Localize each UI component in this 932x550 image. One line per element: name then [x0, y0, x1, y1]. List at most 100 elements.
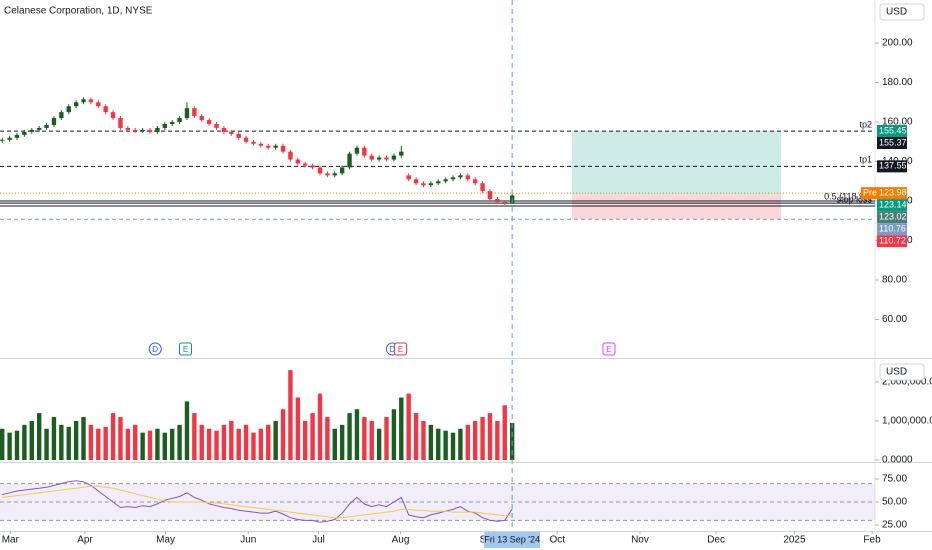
stop-zone — [572, 194, 782, 220]
candle-body — [22, 131, 27, 135]
candle-body — [73, 102, 79, 107]
volume-bar — [140, 432, 145, 460]
volume-bar — [7, 432, 12, 460]
candle-body — [436, 181, 441, 184]
candle-body — [206, 120, 212, 125]
candle-body — [7, 137, 12, 140]
candle-body — [317, 167, 323, 174]
currency-button[interactable] — [879, 3, 925, 21]
volume-bar — [443, 430, 448, 460]
candle-body — [376, 157, 382, 160]
candle-body — [280, 145, 286, 152]
candle-body — [184, 108, 190, 119]
volume-bar — [243, 424, 249, 460]
volume-bar — [280, 409, 286, 460]
currency-button[interactable] — [879, 363, 925, 381]
candle-body — [369, 155, 374, 160]
event-marker — [178, 342, 192, 356]
volume-bar — [450, 432, 456, 460]
volume-bar — [288, 370, 293, 460]
candle-body — [480, 183, 485, 192]
volume-bar — [480, 417, 485, 460]
currency-label[interactable]: USD — [886, 7, 907, 18]
candle-body — [266, 145, 271, 148]
candle-body — [472, 179, 478, 184]
volume-bar — [332, 428, 337, 460]
x-tick-label: Jun — [240, 535, 256, 546]
volume-bar — [206, 428, 212, 460]
volume-bar — [303, 420, 308, 460]
candle-body — [391, 155, 397, 160]
candle-body — [399, 151, 404, 156]
candle-body — [243, 137, 249, 142]
candle-body — [66, 106, 71, 113]
y-tick-label: 75.00 — [882, 474, 907, 485]
candle-body — [103, 106, 108, 113]
event-label: D — [390, 345, 396, 354]
candle-body — [332, 173, 337, 176]
candle-body — [413, 179, 419, 184]
volume-bar — [118, 417, 123, 460]
candle-body — [96, 102, 101, 107]
target-zone — [572, 131, 782, 195]
price-tag-label: 137.55 — [879, 161, 907, 171]
candle-body — [465, 175, 470, 180]
event-marker — [148, 342, 162, 356]
candle-body — [428, 183, 434, 186]
candle-body — [495, 199, 500, 203]
volume-bar — [273, 420, 278, 460]
volume-bar — [177, 424, 182, 460]
price-tag — [877, 187, 907, 200]
volume-bar — [96, 428, 101, 460]
candle-body — [29, 129, 34, 132]
y-tick-label: 25.00 — [882, 520, 907, 531]
event-label: E — [398, 345, 403, 354]
candle-body — [133, 129, 138, 131]
volume-bar — [81, 417, 86, 460]
event-marker — [394, 342, 408, 356]
volume-bar — [51, 417, 57, 460]
candle-body — [450, 177, 456, 180]
volume-bar — [133, 424, 138, 460]
candle-body — [384, 157, 389, 160]
volume-bar — [266, 424, 271, 460]
candle-body — [110, 112, 116, 119]
volume-bar — [192, 413, 197, 460]
currency-label[interactable]: USD — [886, 367, 907, 378]
price-tag-label: 123.14 — [879, 200, 907, 210]
price-tag-label: 155.37 — [879, 137, 907, 147]
candle-body — [251, 141, 256, 144]
price-tag — [877, 223, 907, 236]
rsi-line — [2, 480, 513, 523]
volume-bar — [29, 420, 34, 460]
volume-bar — [36, 413, 42, 460]
volume-bar — [125, 428, 131, 460]
volume-bar — [339, 424, 345, 460]
volume-bar — [362, 417, 367, 460]
volume-bar — [251, 432, 256, 460]
volume-bar — [199, 424, 204, 460]
volume-bar — [465, 424, 470, 460]
y-tick-label: 2,000,000.00 — [882, 377, 932, 388]
candle-body — [339, 167, 345, 174]
volume-bar — [325, 417, 330, 460]
volume-bar — [236, 428, 241, 460]
price-tag-prefix — [861, 187, 878, 200]
price-tag-label: 123.98 — [879, 188, 907, 198]
volume-bar — [221, 424, 227, 460]
candle-body — [258, 143, 264, 146]
candle-body — [0, 139, 5, 141]
price-tag — [877, 137, 907, 150]
event-label: D — [152, 345, 158, 354]
volume-bar — [229, 420, 234, 460]
candle-body — [221, 127, 227, 132]
candle-body — [502, 202, 507, 204]
volume-bar — [184, 401, 190, 460]
y-tick-label: 180.00 — [882, 77, 913, 88]
crosshair-tag — [484, 532, 541, 548]
candle-body — [421, 183, 426, 186]
price-tag-label: 110.76 — [879, 224, 906, 234]
x-tick-label: Jul — [312, 535, 325, 546]
volume-bar — [258, 428, 264, 460]
